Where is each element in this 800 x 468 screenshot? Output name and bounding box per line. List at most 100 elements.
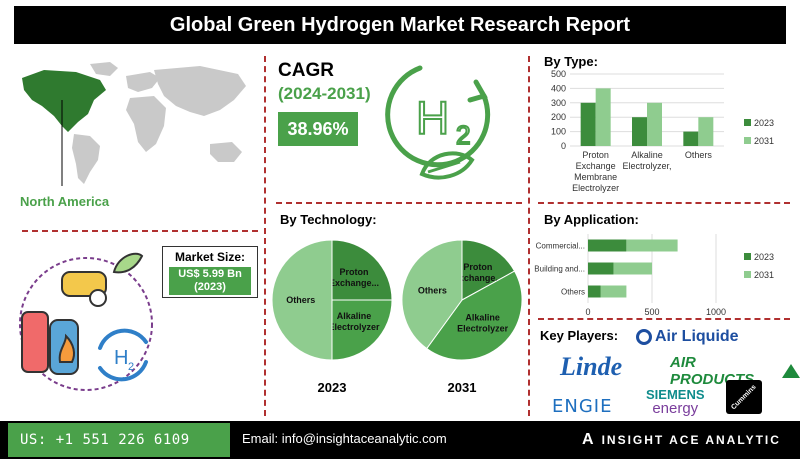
type-bar-2023-0 [580, 102, 596, 146]
map-continents [22, 62, 246, 184]
map-asia [154, 66, 246, 116]
brand-mark-icon: A [582, 431, 596, 448]
app-xtick-500: 500 [644, 307, 659, 317]
market-size-title: Market Size: [174, 250, 246, 264]
brand-text: INSIGHT ACE ANALYTIC [601, 433, 781, 447]
market-size-amount: US$ 5.99 Bn [178, 268, 242, 280]
engie-logo: ENGIE [552, 396, 613, 417]
air-liquide-logo: Air Liquide [636, 328, 739, 346]
map-australia [210, 142, 242, 162]
technology-pie-chart: Proton Exchange... Alkaline Electrolyzer Oth… [271, 240, 523, 395]
pie-2023-slice-2 [271, 240, 333, 361]
svg-text:H: H [114, 347, 128, 369]
pie-2023-label-1: Alkaline Electrolyzer [329, 311, 381, 332]
divider-left [264, 56, 266, 416]
type-ytick-500: 500 [551, 69, 566, 79]
market-size-year: (2023) [194, 281, 226, 293]
h2-leaf-icon: H 2 [385, 65, 491, 180]
report-title: Global Green Hydrogen Market Research Re… [14, 6, 786, 44]
type-ytick-300: 300 [551, 98, 566, 108]
email-address: Email: info@insightaceanalytic.com [242, 431, 447, 446]
app-xtick-1000: 1000 [706, 307, 726, 317]
cagr-period: (2024-2031) [278, 84, 371, 103]
map-europe [126, 72, 160, 92]
app-legend-swatch-2023 [744, 253, 751, 260]
pie-2031-label-0: Proton Exchange... [453, 262, 503, 283]
siemens-name: SIEMENS [646, 387, 705, 402]
app-bar-2023-1 [588, 262, 614, 275]
type-xtick-0: Proton Exchange Membrane Electrolyzer [572, 150, 619, 193]
pie-year-2031: 2031 [448, 380, 477, 395]
type-bar-2023-1 [632, 117, 647, 146]
application-bar-chart: 0 500 1000 Commercial... Building and... Othe… [534, 234, 774, 317]
app-legend-2031: 2031 [754, 270, 774, 280]
energy-name: energy [652, 400, 699, 417]
type-bar-2031-1 [647, 102, 662, 146]
air-products-mark [782, 364, 800, 378]
linde-logo: Linde [560, 352, 623, 381]
type-legend-swatch-2031 [744, 137, 751, 144]
siemens-energy-logo: SIEMENS energy [646, 387, 705, 417]
pie-2031-label-1: Alkaline Electrolyzer [457, 312, 509, 333]
app-xtick-0: 0 [585, 307, 590, 317]
pie-2031-slice-0 [461, 240, 516, 301]
technology-title: By Technology: [280, 212, 377, 227]
application-title: By Application: [544, 212, 639, 227]
app-ytick-1: Building and... [534, 265, 585, 274]
type-ytick-0: 0 [561, 141, 566, 151]
hydrogen-illustration: H 2 [19, 252, 153, 391]
type-legend-2023: 2023 [754, 118, 774, 128]
phone-number: US: +1 551 226 6109 [8, 423, 230, 457]
world-map [22, 62, 246, 186]
map-africa [126, 96, 166, 152]
app-legend-2023: 2023 [754, 252, 774, 262]
pie-2023-slice-1 [331, 299, 393, 361]
key-players-title: Key Players: [540, 328, 619, 343]
map-south-america [72, 134, 100, 184]
type-title: By Type: [544, 54, 598, 69]
type-xtick-1: Alkaline Electrolyzer, [622, 150, 671, 171]
app-bar-2031-0 [626, 239, 678, 252]
map-greenland [90, 62, 118, 76]
pie-2023-label-0: Proton Exchange... [329, 267, 379, 288]
type-ytick-100: 100 [551, 127, 566, 137]
region-label: North America [20, 194, 110, 209]
map-north-america [22, 70, 106, 132]
type-ytick-200: 200 [551, 112, 566, 122]
brand-name: A INSIGHT ACE ANALYTIC [582, 431, 781, 449]
cagr-value: 38.96% [278, 112, 358, 146]
pie-2023-slice-0 [331, 240, 393, 301]
divider-right-top [538, 202, 790, 204]
divider-right-mid [538, 318, 790, 320]
divider-center-mid [276, 202, 522, 204]
type-ytick-400: 400 [551, 83, 566, 93]
pie-2031-slice-1 [426, 270, 523, 361]
type-bar-2031-2 [698, 117, 714, 146]
air-liquide-mark [636, 329, 652, 345]
pie-2023-label-2: Others [286, 295, 315, 305]
type-legend-2031: 2031 [754, 136, 774, 146]
divider-right [528, 56, 530, 416]
pie-2031-label-2: Others [418, 285, 447, 295]
app-ytick-0: Commercial... [536, 242, 585, 251]
pie-2031-slice-2 [401, 240, 463, 350]
market-size-value: US$ 5.99 Bn (2023) [169, 267, 251, 295]
type-xtick-2: Others [685, 150, 713, 160]
app-bar-2031-2 [600, 285, 627, 298]
divider-left-mid [22, 230, 258, 232]
app-ytick-2: Others [561, 288, 585, 297]
svg-text:2: 2 [456, 120, 470, 150]
cagr-title: CAGR [278, 60, 334, 81]
air-liquide-name: Air Liquide [655, 328, 739, 345]
cummins-name: Cummins [730, 383, 758, 411]
type-bar-2023-2 [683, 131, 699, 146]
app-bar-2023-2 [588, 285, 601, 298]
type-bar-2031-0 [595, 88, 611, 146]
pie-year-2023: 2023 [318, 380, 347, 395]
app-bar-2023-0 [588, 239, 627, 252]
type-bar-chart: 0 100 200 300 400 500 Proton Exchange Membrane El… [551, 69, 774, 193]
svg-text:H: H [416, 92, 449, 144]
market-size-box: Market Size: US$ 5.99 Bn (2023) [162, 246, 258, 298]
app-legend-swatch-2031 [744, 271, 751, 278]
type-legend-swatch-2023 [744, 119, 751, 126]
